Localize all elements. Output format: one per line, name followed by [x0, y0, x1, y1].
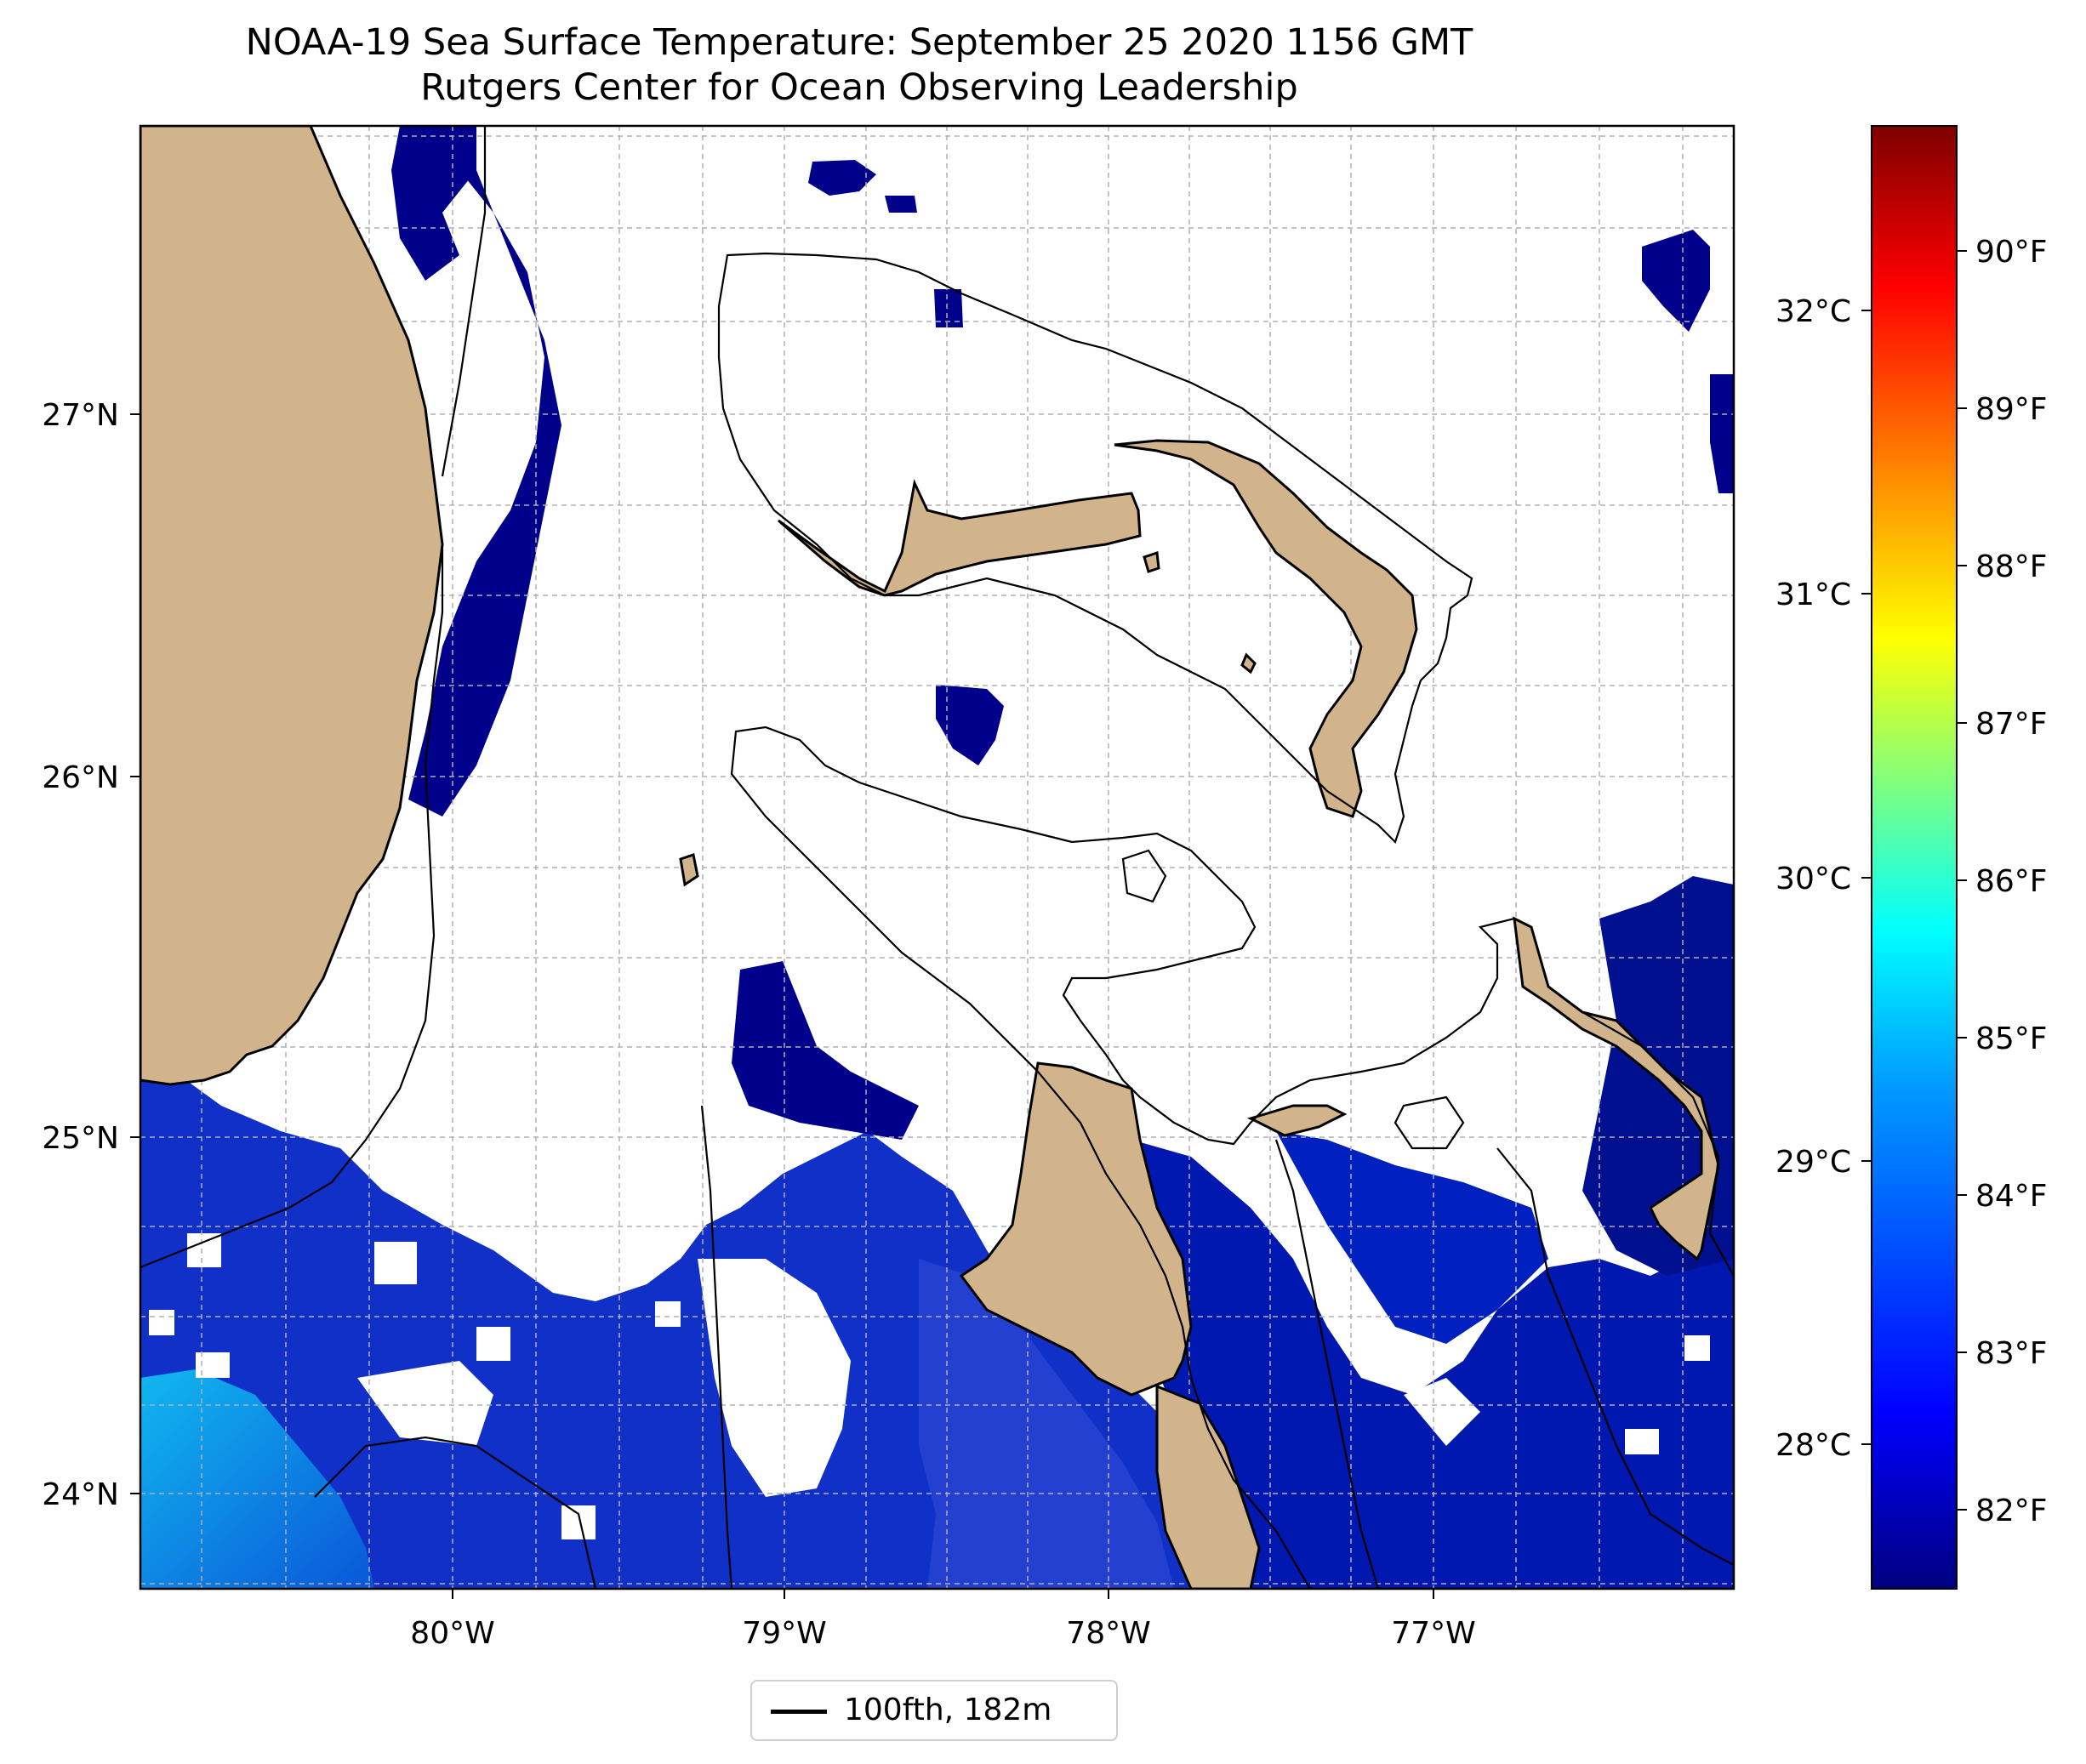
sst-patch-small-1 [934, 289, 963, 327]
y-tick-label: 24°N [42, 1477, 119, 1512]
small-cay-land [1240, 652, 1257, 674]
isobath-florida-east [441, 126, 487, 477]
map-subtitle: Rutgers Center for Ocean Observing Leade… [420, 66, 1298, 109]
colorbar-fahrenheit-label: 90°F [1975, 235, 2048, 270]
bimini-land [679, 853, 699, 887]
colorbar-celsius-label: 28°C [1775, 1428, 1851, 1463]
eleuthera-land [1513, 916, 1720, 1261]
map-gridlines [140, 126, 1734, 1589]
colorbar-celsius-label: 29°C [1775, 1145, 1851, 1180]
sst-patch-florida-coast [323, 126, 561, 817]
isobath-100fth-layer [140, 126, 1734, 1589]
axis-ticks [130, 413, 1434, 1599]
colorbar-fahrenheit-label: 82°F [1975, 1494, 2048, 1528]
land-layer [140, 126, 1720, 1589]
y-tick-label: 25°N [42, 1121, 119, 1156]
sst-patch-top-center-2 [885, 196, 917, 213]
legend-label: 100fth, 182m [844, 1693, 1052, 1727]
andros-land [959, 1061, 1193, 1397]
colorbar-celsius-label: 31°C [1775, 578, 1851, 612]
isobath-straits-south [314, 1436, 597, 1589]
sst-patch-east-lower [1276, 1131, 1548, 1344]
x-tick-label: 77°W [1391, 1616, 1475, 1651]
andros-south-land [1155, 1384, 1261, 1589]
map-frame [139, 124, 1735, 1590]
isobath-andros-east [1274, 1139, 1380, 1589]
map-title: NOAA-19 Sea Surface Temperature: Septemb… [245, 21, 1473, 64]
colorbar-fahrenheit-label: 85°F [1975, 1021, 2048, 1056]
colorbar-fahrenheit-label: 87°F [1975, 707, 2048, 742]
x-tick-label: 80°W [410, 1616, 494, 1651]
legend-line-swatch [771, 1710, 827, 1714]
colorbar-fahrenheit-label: 88°F [1975, 549, 2048, 584]
grand-bahama-land [778, 479, 1142, 597]
sst-patch-central [732, 961, 919, 1140]
map-legend: 100fth, 182m [750, 1680, 1118, 1741]
new-providence-land [1246, 1104, 1348, 1137]
y-tick-label: 26°N [42, 760, 119, 795]
y-tick-label: 27°N [42, 398, 119, 433]
isobath-straits-west [700, 1105, 733, 1589]
colorbar-ticks [1861, 250, 1967, 1511]
x-tick-label: 78°W [1066, 1616, 1150, 1651]
abaco-land [1114, 439, 1418, 818]
isobath-tongue-ocean-loop [1394, 1095, 1465, 1150]
sst-patch-small-2 [936, 685, 1004, 765]
isobath-small-loop [1121, 849, 1167, 903]
colorbar-fahrenheit-label: 86°F [1975, 864, 2048, 899]
sst-patch-right-edge [1710, 374, 1734, 493]
isobath-little-bahama-bank [717, 252, 1473, 845]
isobath-florida [140, 475, 444, 1269]
x-tick-label: 79°W [742, 1616, 826, 1651]
sst-patch-top-center [808, 160, 876, 196]
sst-patch-top-right [1642, 230, 1710, 332]
florida-land [140, 126, 444, 1086]
isobath-great-bahama-bank [730, 726, 1734, 1589]
colorbar-fahrenheit-label: 84°F [1975, 1179, 2048, 1214]
isobath-exuma-sound [1496, 1147, 1734, 1566]
colorbar-celsius-label: 32°C [1775, 294, 1851, 329]
colorbar-fahrenheit-label: 89°F [1975, 392, 2048, 427]
colorbar-celsius-label: 30°C [1775, 862, 1851, 896]
sst-patch-southeast [1114, 1140, 1734, 1589]
sst-patch-cyan-sw [140, 1369, 374, 1589]
colorbar [1871, 125, 1958, 1590]
sst-patch-south-center [919, 1259, 1174, 1589]
colorbar-fahrenheit-label: 83°F [1975, 1336, 2048, 1371]
berry-islands-land [1143, 550, 1160, 573]
sst-patch-florida-north [391, 126, 476, 281]
